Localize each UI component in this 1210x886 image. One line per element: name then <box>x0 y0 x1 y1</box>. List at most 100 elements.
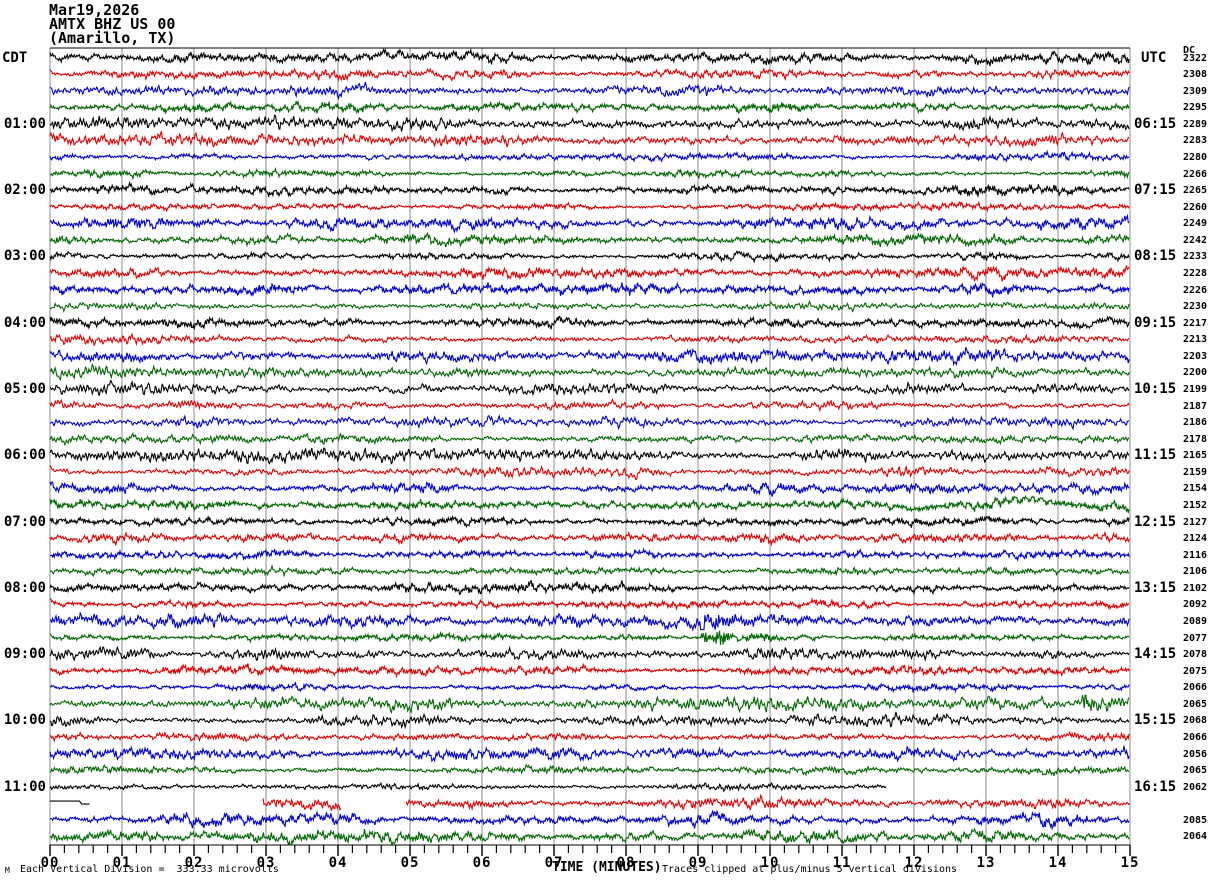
trace-row-35 <box>49 630 1130 645</box>
trace-row-28 <box>49 514 1130 529</box>
dc-value: 2065 <box>1183 765 1208 777</box>
dc-value: 2154 <box>1183 483 1208 495</box>
trace-row-46 <box>49 809 1130 831</box>
clip-note: Traces clipped at plus/minus 5 vertical … <box>662 864 958 875</box>
x-axis-title: TIME (MINUTES) <box>552 860 662 875</box>
dc-value: 2152 <box>1183 499 1208 511</box>
x-axis-label: 13 <box>976 855 996 871</box>
trace-row-2 <box>49 81 1130 100</box>
right-time-label: 07:15 <box>1134 182 1177 199</box>
trace-row-3 <box>49 100 1130 115</box>
trace-row-41 <box>49 730 1130 743</box>
trace-row-16 <box>49 315 1130 331</box>
x-axis-label: 04 <box>328 855 348 871</box>
right-axis-header-utc: UTC <box>1141 50 1167 66</box>
trace-row-42 <box>49 745 1130 763</box>
left-axis-header-cdt: CDT <box>2 50 28 66</box>
dc-value: 2199 <box>1183 383 1208 395</box>
trace-row-21 <box>49 398 1130 413</box>
dc-value: 2085 <box>1183 814 1208 826</box>
dc-value: 2066 <box>1183 682 1208 694</box>
right-time-label: 08:15 <box>1134 248 1177 265</box>
dc-value: 2289 <box>1183 118 1208 130</box>
dc-value: 2226 <box>1183 284 1208 296</box>
trace-row-15 <box>49 300 1130 313</box>
x-axis-label: 03 <box>256 855 276 871</box>
right-time-label: 16:15 <box>1134 778 1177 795</box>
trace-stub <box>50 800 90 805</box>
trace-row-34 <box>49 611 1130 632</box>
dc-value: 2230 <box>1183 301 1208 313</box>
left-time-label: 09:00 <box>3 646 46 663</box>
dc-column-header: DC <box>1183 45 1196 56</box>
dc-value: 2186 <box>1183 417 1208 429</box>
trace-row-38 <box>49 681 1130 694</box>
trace-row-45 <box>262 798 342 811</box>
trace-row-26 <box>49 481 1130 497</box>
left-time-label: 03:00 <box>3 248 46 265</box>
trace-row-36 <box>49 645 1130 662</box>
trace-row-19 <box>49 362 1130 382</box>
dc-value: 2066 <box>1183 731 1208 743</box>
trace-row-1 <box>49 67 1130 83</box>
x-axis-label: 00 <box>40 855 60 871</box>
dc-value: 2266 <box>1183 168 1208 180</box>
trace-row-39 <box>49 694 1130 715</box>
trace-row-17 <box>49 332 1130 347</box>
trace-row-12 <box>49 250 1130 264</box>
trace-row-22 <box>49 414 1130 431</box>
dc-value: 2203 <box>1183 350 1208 362</box>
x-axis-label: 10 <box>760 855 780 871</box>
dc-value: 2159 <box>1183 466 1208 478</box>
left-time-label: 06:00 <box>3 447 46 464</box>
dc-value: 2065 <box>1183 698 1208 710</box>
right-time-label: 11:15 <box>1134 447 1177 464</box>
trace-row-7 <box>49 166 1130 181</box>
trace-row-43 <box>50 763 1130 777</box>
trace-row-32 <box>49 579 1130 596</box>
trace-row-14 <box>49 281 1130 298</box>
trace-row-37 <box>49 662 1130 679</box>
title-location: (Amarillo, TX) <box>49 29 176 47</box>
dc-value: 2322 <box>1183 52 1208 64</box>
trace-row-45 <box>405 793 1130 811</box>
trace-row-5 <box>49 130 1130 149</box>
dc-value: 2056 <box>1183 748 1208 760</box>
dc-value: 2260 <box>1183 201 1208 213</box>
corner-mark: M <box>5 866 10 875</box>
dc-value: 2068 <box>1183 715 1208 727</box>
trace-row-29 <box>49 530 1130 547</box>
dc-value: 2178 <box>1183 433 1208 445</box>
trace-row-31 <box>49 564 1130 578</box>
trace-row-0 <box>49 47 1130 67</box>
dc-value: 2092 <box>1183 599 1208 611</box>
dc-value: 2106 <box>1183 566 1208 578</box>
dc-value: 2075 <box>1183 665 1208 677</box>
dc-value: 2124 <box>1183 533 1208 545</box>
trace-row-9 <box>49 200 1130 213</box>
x-axis-label: 12 <box>904 855 924 871</box>
scale-note: Each Vertical Division = 333.33 microvol… <box>20 864 279 875</box>
dc-value: 2265 <box>1183 185 1208 197</box>
right-time-label: 10:15 <box>1134 380 1177 397</box>
x-axis-label: 15 <box>1120 855 1140 871</box>
dc-value: 2102 <box>1183 582 1208 594</box>
trace-row-27 <box>49 494 1130 515</box>
dc-value: 2233 <box>1183 251 1208 263</box>
right-time-label: 09:15 <box>1134 314 1177 331</box>
left-time-label: 11:00 <box>3 778 46 795</box>
trace-row-13 <box>49 265 1130 282</box>
left-time-label: 01:00 <box>3 115 46 132</box>
trace-lines <box>49 47 1130 847</box>
dc-value: 2308 <box>1183 69 1208 81</box>
title-date: Mar19,2026 <box>49 1 140 19</box>
x-axis-label: 14 <box>1048 855 1068 871</box>
right-time-label: 13:15 <box>1134 579 1177 596</box>
trace-row-30 <box>50 547 1130 563</box>
trace-row-33 <box>49 597 1130 611</box>
dc-value: 2064 <box>1183 831 1208 843</box>
grid-lines <box>49 47 1131 846</box>
right-time-label: 12:15 <box>1134 513 1177 530</box>
